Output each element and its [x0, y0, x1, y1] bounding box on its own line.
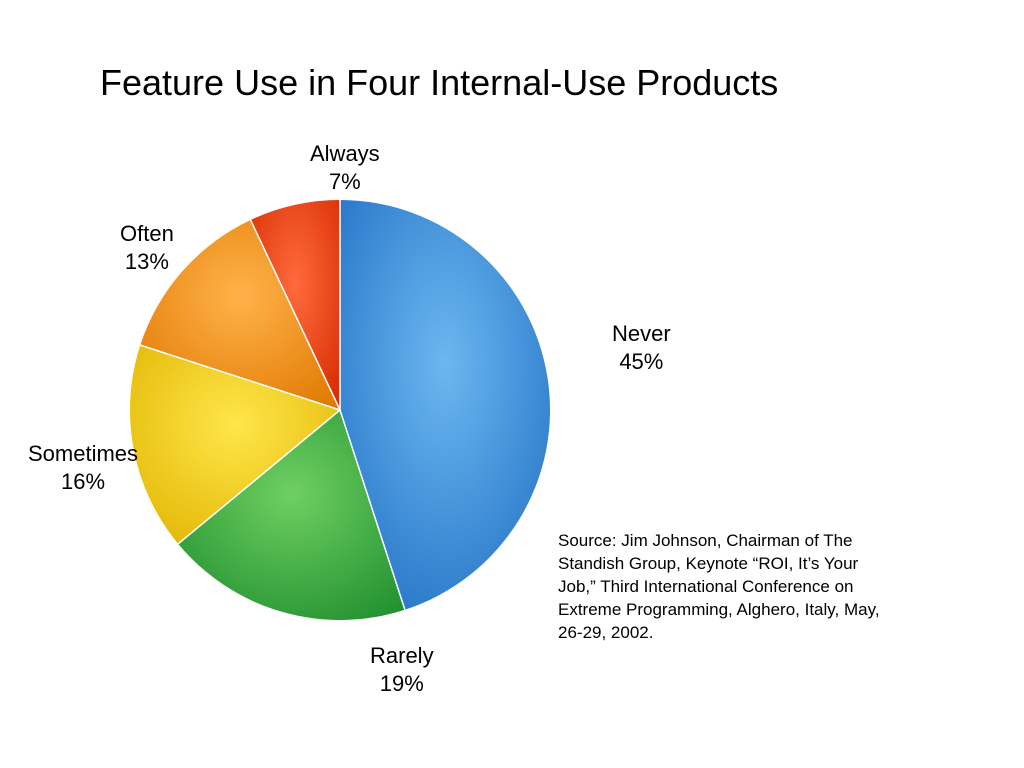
slice-label-sometimes: Sometimes16% [28, 440, 138, 495]
pie-chart [0, 0, 1024, 768]
slice-label-often: Often13% [120, 220, 174, 275]
slice-label-never: Never45% [612, 320, 671, 375]
source-citation: Source: Jim Johnson, Chairman of The Sta… [558, 530, 888, 645]
slice-label-always: Always7% [310, 140, 380, 195]
slice-label-rarely: Rarely19% [370, 642, 434, 697]
